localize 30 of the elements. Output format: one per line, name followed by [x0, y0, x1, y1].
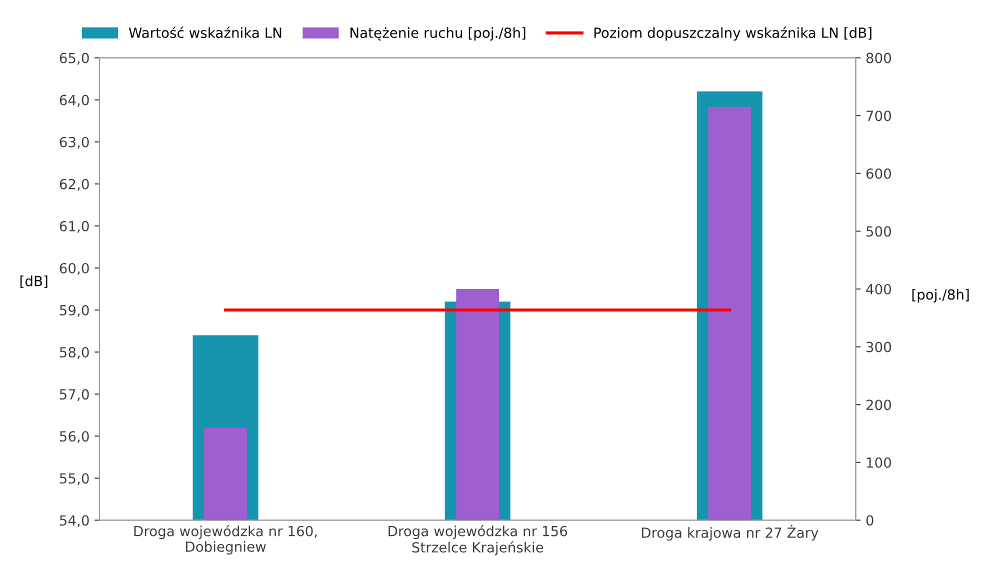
- y2-tick-label: 100: [866, 457, 892, 468]
- y2-tick-label: 700: [866, 110, 892, 122]
- y-tick-label: 58,0: [60, 347, 89, 359]
- y2-tick-label: 400: [866, 284, 892, 294]
- y-tick-label: 56,0: [60, 431, 89, 444]
- y2-tick-label: 300: [866, 342, 892, 352]
- y-tick-label: 64,0: [60, 94, 89, 107]
- y2-tick-label: 800: [866, 52, 892, 64]
- y2-tick-label: 200: [866, 400, 892, 410]
- y-axis-title: [dB]: [20, 276, 48, 288]
- y2-tick-label: 600: [866, 168, 892, 179]
- y-tick-label: 61,0: [60, 220, 89, 233]
- y-tick-label: 57,0: [60, 389, 89, 401]
- bar: [204, 428, 247, 520]
- y-tick-label: 62,0: [60, 178, 89, 191]
- x-tick-label: Droga wojewódzka nr 160, Dobiegniew: [134, 525, 317, 555]
- legend-label: Poziom dopuszczalny wskaźnika LN [dB]: [594, 26, 872, 41]
- y-tick-label: 59,0: [60, 304, 89, 317]
- y2-tick-label: 0: [866, 515, 874, 526]
- y2-tick-label: 500: [866, 226, 892, 237]
- x-tick-label: Droga wojewódzka nr 156 Strzelce Krajeńskie: [388, 525, 568, 556]
- legend-label: Wartość wskaźnika LN: [128, 26, 282, 38]
- y-tick-label: 55,0: [60, 473, 89, 486]
- y-tick-label: 54,0: [60, 515, 89, 528]
- x-tick-label: Droga krajowa nr 27 Żary: [642, 525, 818, 541]
- legend-label: Natężenie ruchu [poj./8h]: [350, 27, 526, 41]
- y-tick-label: 60,0: [60, 262, 89, 275]
- y-tick-label: 63,0: [60, 136, 89, 149]
- y-tick-label: 65,0: [60, 52, 89, 65]
- y2-axis-title: [poj./8h]: [912, 289, 969, 302]
